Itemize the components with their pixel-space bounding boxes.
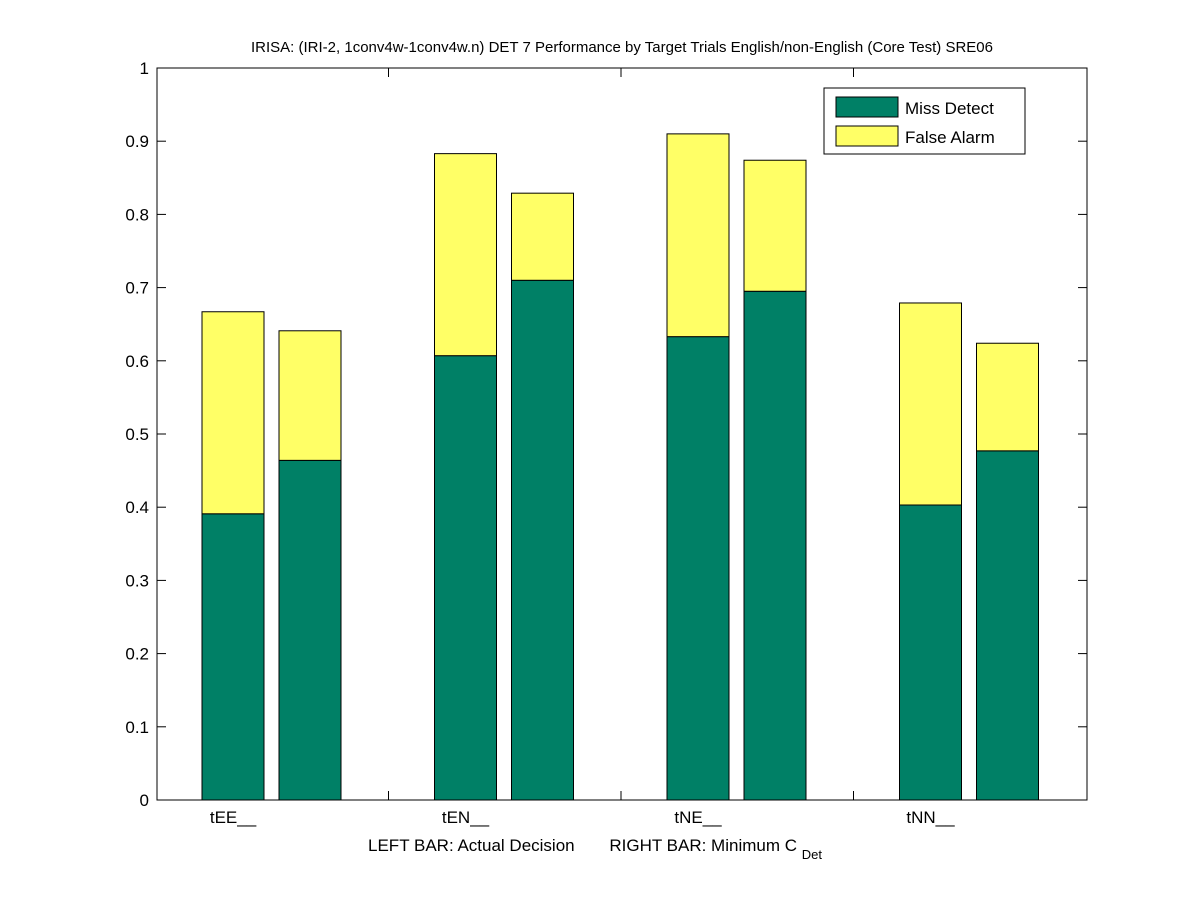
legend-swatch-false-alarm: [835, 125, 899, 147]
bar-miss-detect-tNN-left: [899, 504, 962, 801]
x-tick-label: tNE__: [674, 808, 722, 827]
x-label-right: RIGHT BAR: Minimum C: [609, 836, 797, 855]
legend-label-false-alarm: False Alarm: [905, 128, 995, 147]
legend-label-miss-detect: Miss Detect: [905, 99, 994, 118]
x-tick-label: tNN__: [906, 808, 955, 827]
bar-false-alarm-tEE-left: [201, 311, 265, 515]
legend-swatch-miss-detect: [835, 96, 899, 118]
y-tick-label: 0.4: [125, 498, 149, 517]
x-label-subscript: Det: [802, 847, 823, 862]
chart-title: IRISA: (IRI-2, 1conv4w-1conv4w.n) DET 7 …: [251, 39, 993, 56]
x-tick-label: tEN__: [442, 808, 490, 827]
bar-false-alarm-tNE-right: [743, 159, 807, 292]
y-tick-label: 1: [140, 59, 149, 78]
x-axis-label: LEFT BAR: Actual Decision RIGHT BAR: Min…: [368, 836, 822, 862]
y-tick-label: 0.2: [125, 645, 149, 664]
y-tick-label: 0.3: [125, 571, 149, 590]
bar-miss-detect-tNE-right: [743, 290, 807, 801]
bar-miss-detect-tEE-left: [201, 513, 265, 801]
bar-false-alarm-tNN-right: [976, 342, 1039, 452]
bar-miss-detect-tEN-right: [511, 279, 574, 801]
y-tick-label: 0.7: [125, 279, 149, 298]
y-tick-label: 0.9: [125, 132, 149, 151]
y-tick-label: 0.8: [125, 205, 149, 224]
legend: Miss Detect False Alarm: [823, 87, 1026, 155]
bar-false-alarm-tNE-left: [666, 133, 730, 338]
bar-miss-detect-tEE-right: [278, 459, 342, 801]
y-tick-label: 0: [140, 791, 149, 810]
y-tick-label: 0.5: [125, 425, 149, 444]
x-tick-label: tEE__: [210, 808, 257, 827]
bar-false-alarm-tEN-right: [511, 192, 574, 281]
bar-false-alarm-tEE-right: [278, 330, 342, 461]
x-label-left: LEFT BAR: Actual Decision: [368, 836, 575, 855]
bar-false-alarm-tEN-left: [434, 153, 497, 357]
bar-false-alarm-tNN-left: [899, 302, 962, 506]
y-tick-label: 0.1: [125, 718, 149, 737]
bar-miss-detect-tNN-right: [976, 450, 1039, 801]
y-tick-label: 0.6: [125, 352, 149, 371]
bar-miss-detect-tEN-left: [434, 355, 497, 801]
bar-miss-detect-tNE-left: [666, 336, 730, 801]
